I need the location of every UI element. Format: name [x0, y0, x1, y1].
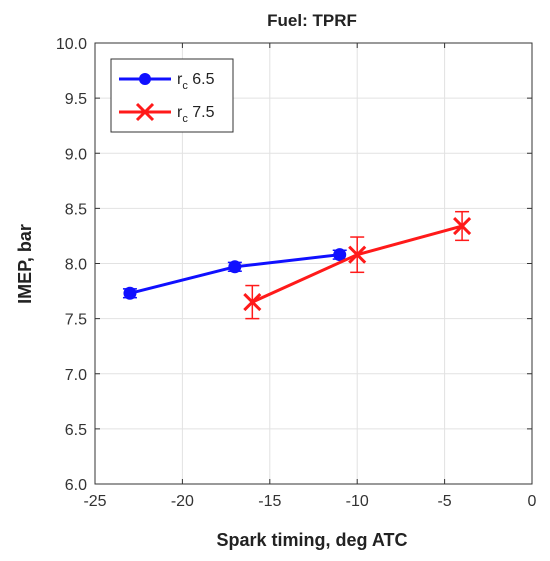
- legend-item: rc 7.5: [119, 102, 215, 125]
- x-tick-label: -20: [171, 493, 194, 510]
- y-tick-label: 9.5: [65, 91, 87, 108]
- series: [122, 210, 472, 320]
- x-axis-label: Spark timing, deg ATC: [216, 530, 407, 550]
- chart-title: Fuel: TPRF: [267, 11, 357, 30]
- y-tick-label: 8.0: [65, 257, 87, 274]
- y-tick-labels: 6.0 6.5 7.0 7.5 8.0 8.5 9.0 9.5 10.0: [56, 36, 87, 494]
- x-tick-label: -15: [258, 493, 281, 510]
- y-tick-label: 10.0: [56, 36, 87, 53]
- y-tick-label: 9.0: [65, 146, 87, 163]
- data-point: [228, 260, 242, 274]
- legend-marker: [135, 102, 155, 122]
- x-marker-stroke: [243, 293, 262, 312]
- x-tick-label: -5: [437, 493, 451, 510]
- y-tick-label: 7.5: [65, 312, 87, 329]
- y-tick-label: 7.0: [65, 367, 87, 384]
- legend-label: rc 7.5: [177, 104, 215, 125]
- x-tick-label: -25: [83, 493, 106, 510]
- data-point: [348, 245, 367, 264]
- x-tick-label: -10: [346, 493, 369, 510]
- legend-box: [110, 58, 234, 133]
- legend-label: rc 6.5: [177, 71, 215, 92]
- y-tick-label: 6.5: [65, 422, 87, 439]
- x-tick-labels: -25 -20 -15 -10 -5 0: [83, 493, 536, 510]
- x-tick-label: 0: [528, 493, 537, 510]
- y-axis-label: IMEP, bar: [15, 224, 35, 304]
- y-tick-label: 6.0: [65, 477, 87, 494]
- data-point: [123, 286, 137, 300]
- axes: [94, 42, 533, 485]
- series-1: [122, 248, 347, 300]
- legend-marker: [139, 73, 151, 85]
- data-point: [333, 248, 347, 262]
- axes-frame: [94, 42, 533, 485]
- legend-item: rc 6.5: [119, 71, 215, 92]
- x-marker-stroke: [348, 245, 367, 264]
- y-tick-label: 8.5: [65, 201, 87, 218]
- series-2: [243, 210, 472, 320]
- x-marker-stroke: [453, 216, 472, 236]
- legend: rc 6.5 rc 7.5: [110, 58, 234, 133]
- data-point: [453, 216, 472, 236]
- data-point: [243, 293, 262, 312]
